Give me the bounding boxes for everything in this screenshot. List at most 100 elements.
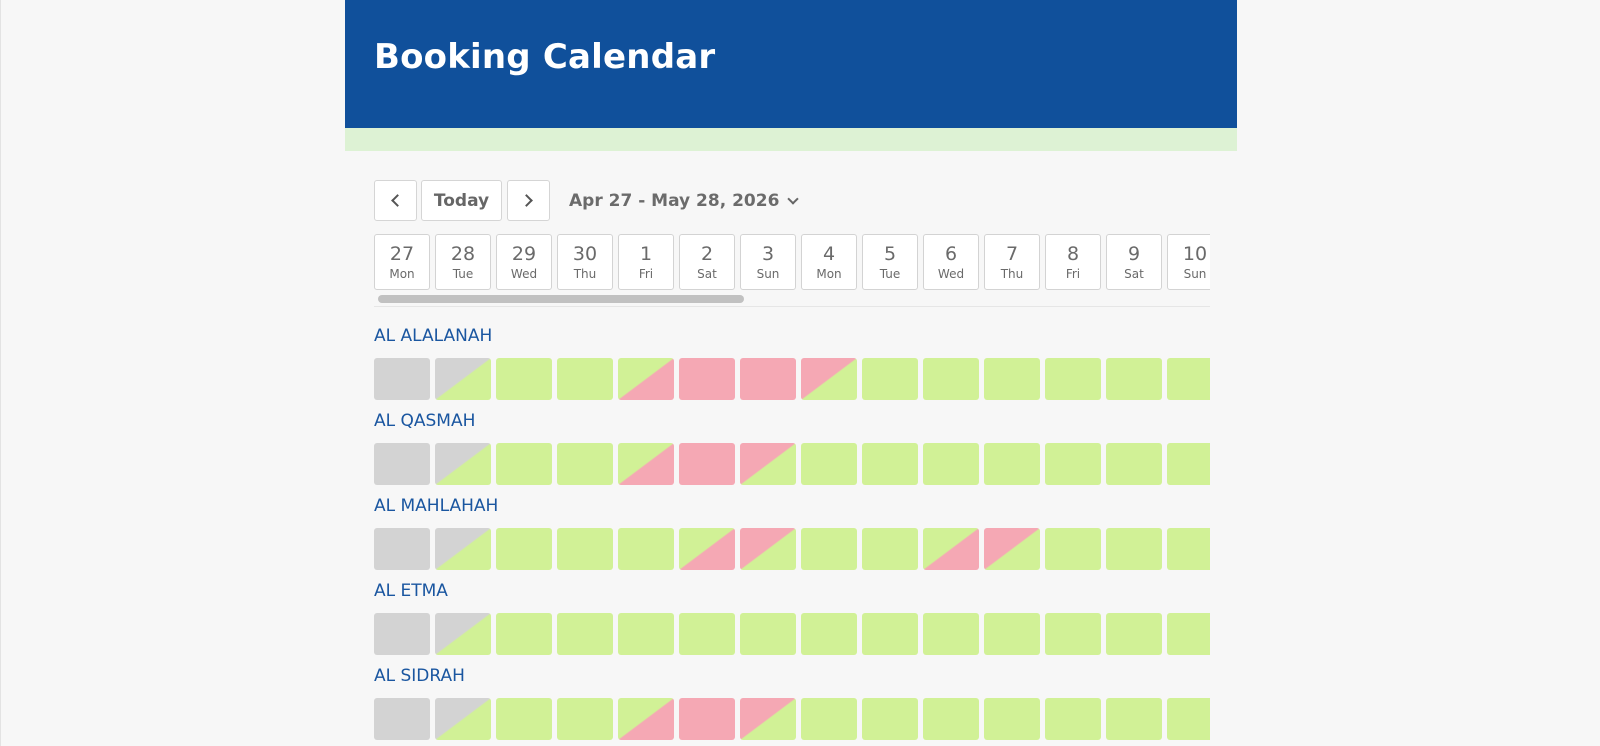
availability-cell[interactable] — [618, 443, 674, 485]
day-header[interactable]: 10 Sun — [1167, 234, 1210, 290]
availability-cell[interactable] — [1045, 358, 1101, 400]
availability-cell[interactable] — [984, 698, 1040, 740]
availability-cell[interactable] — [1045, 613, 1101, 655]
availability-cell[interactable] — [1106, 698, 1162, 740]
day-header[interactable]: 27 Mon — [374, 234, 430, 290]
availability-cell[interactable] — [984, 528, 1040, 570]
day-header[interactable]: 8 Fri — [1045, 234, 1101, 290]
availability-cell[interactable] — [862, 358, 918, 400]
availability-cell[interactable] — [374, 613, 430, 655]
availability-cell[interactable] — [618, 358, 674, 400]
availability-cell[interactable] — [1167, 613, 1210, 655]
availability-cell[interactable] — [740, 358, 796, 400]
availability-cell[interactable] — [862, 443, 918, 485]
availability-cell[interactable] — [1106, 358, 1162, 400]
availability-cell[interactable] — [984, 358, 1040, 400]
day-number: 2 — [700, 243, 714, 265]
availability-cell[interactable] — [1106, 613, 1162, 655]
day-header[interactable]: 1 Fri — [618, 234, 674, 290]
availability-cell[interactable] — [557, 698, 613, 740]
availability-cell[interactable] — [679, 698, 735, 740]
availability-cell[interactable] — [801, 613, 857, 655]
availability-cell[interactable] — [435, 528, 491, 570]
day-header[interactable]: 6 Wed — [923, 234, 979, 290]
availability-cell[interactable] — [923, 443, 979, 485]
room-row: AL ALALANAH — [374, 320, 1210, 405]
horizontal-scrollbar[interactable] — [374, 295, 1210, 303]
availability-cell[interactable] — [801, 528, 857, 570]
day-header[interactable]: 28 Tue — [435, 234, 491, 290]
availability-cell[interactable] — [679, 358, 735, 400]
availability-cell[interactable] — [496, 613, 552, 655]
availability-cell[interactable] — [496, 358, 552, 400]
availability-cell[interactable] — [923, 698, 979, 740]
availability-cell[interactable] — [923, 358, 979, 400]
day-header[interactable]: 2 Sat — [679, 234, 735, 290]
availability-cell[interactable] — [1106, 443, 1162, 485]
availability-cell[interactable] — [862, 698, 918, 740]
room-name[interactable]: AL ALALANAH — [374, 326, 493, 346]
today-button[interactable]: Today — [421, 180, 502, 221]
day-header[interactable]: 9 Sat — [1106, 234, 1162, 290]
availability-cell[interactable] — [801, 443, 857, 485]
day-header[interactable]: 5 Tue — [862, 234, 918, 290]
availability-cell[interactable] — [801, 358, 857, 400]
day-number: 1 — [639, 243, 653, 265]
day-header[interactable]: 30 Thu — [557, 234, 613, 290]
availability-cell[interactable] — [1045, 528, 1101, 570]
scrollbar-thumb[interactable] — [378, 295, 744, 303]
availability-cell[interactable] — [496, 698, 552, 740]
date-range-picker[interactable]: Apr 27 - May 28, 2026 — [569, 189, 800, 213]
availability-cell[interactable] — [984, 613, 1040, 655]
availability-cell[interactable] — [1045, 698, 1101, 740]
availability-cell[interactable] — [740, 528, 796, 570]
availability-cell[interactable] — [435, 443, 491, 485]
room-name[interactable]: AL ETMA — [374, 581, 448, 601]
prev-button[interactable] — [374, 180, 417, 221]
availability-cell[interactable] — [679, 443, 735, 485]
availability-cell[interactable] — [1167, 698, 1210, 740]
availability-cell[interactable] — [801, 698, 857, 740]
availability-cell[interactable] — [374, 443, 430, 485]
day-header[interactable]: 29 Wed — [496, 234, 552, 290]
availability-cell[interactable] — [1167, 528, 1210, 570]
availability-cell[interactable] — [1045, 443, 1101, 485]
availability-cell[interactable] — [618, 613, 674, 655]
room-name[interactable]: AL MAHLAHAH — [374, 496, 499, 516]
room-name[interactable]: AL SIDRAH — [374, 666, 465, 686]
availability-cell[interactable] — [740, 443, 796, 485]
availability-cell[interactable] — [1167, 443, 1210, 485]
availability-cell[interactable] — [374, 528, 430, 570]
availability-cell[interactable] — [862, 613, 918, 655]
day-number: 30 — [572, 243, 598, 265]
room-name[interactable]: AL QASMAH — [374, 411, 476, 431]
availability-cell[interactable] — [496, 528, 552, 570]
availability-cell[interactable] — [557, 528, 613, 570]
availability-cell[interactable] — [557, 613, 613, 655]
availability-cell[interactable] — [557, 443, 613, 485]
availability-cell[interactable] — [740, 613, 796, 655]
availability-cell[interactable] — [374, 358, 430, 400]
day-header[interactable]: 4 Mon — [801, 234, 857, 290]
availability-cell[interactable] — [618, 528, 674, 570]
page-edge — [0, 0, 1, 746]
availability-cell[interactable] — [740, 698, 796, 740]
availability-cell[interactable] — [435, 698, 491, 740]
availability-cell[interactable] — [374, 698, 430, 740]
day-header[interactable]: 7 Thu — [984, 234, 1040, 290]
availability-cell[interactable] — [618, 698, 674, 740]
availability-cell[interactable] — [496, 443, 552, 485]
availability-cell[interactable] — [984, 443, 1040, 485]
availability-cell[interactable] — [862, 528, 918, 570]
availability-cell[interactable] — [435, 358, 491, 400]
next-button[interactable] — [507, 180, 550, 221]
availability-cell[interactable] — [1106, 528, 1162, 570]
availability-cell[interactable] — [923, 528, 979, 570]
day-header[interactable]: 3 Sun — [740, 234, 796, 290]
availability-cell[interactable] — [679, 613, 735, 655]
availability-cell[interactable] — [557, 358, 613, 400]
availability-cell[interactable] — [679, 528, 735, 570]
availability-cell[interactable] — [435, 613, 491, 655]
availability-cell[interactable] — [923, 613, 979, 655]
availability-cell[interactable] — [1167, 358, 1210, 400]
